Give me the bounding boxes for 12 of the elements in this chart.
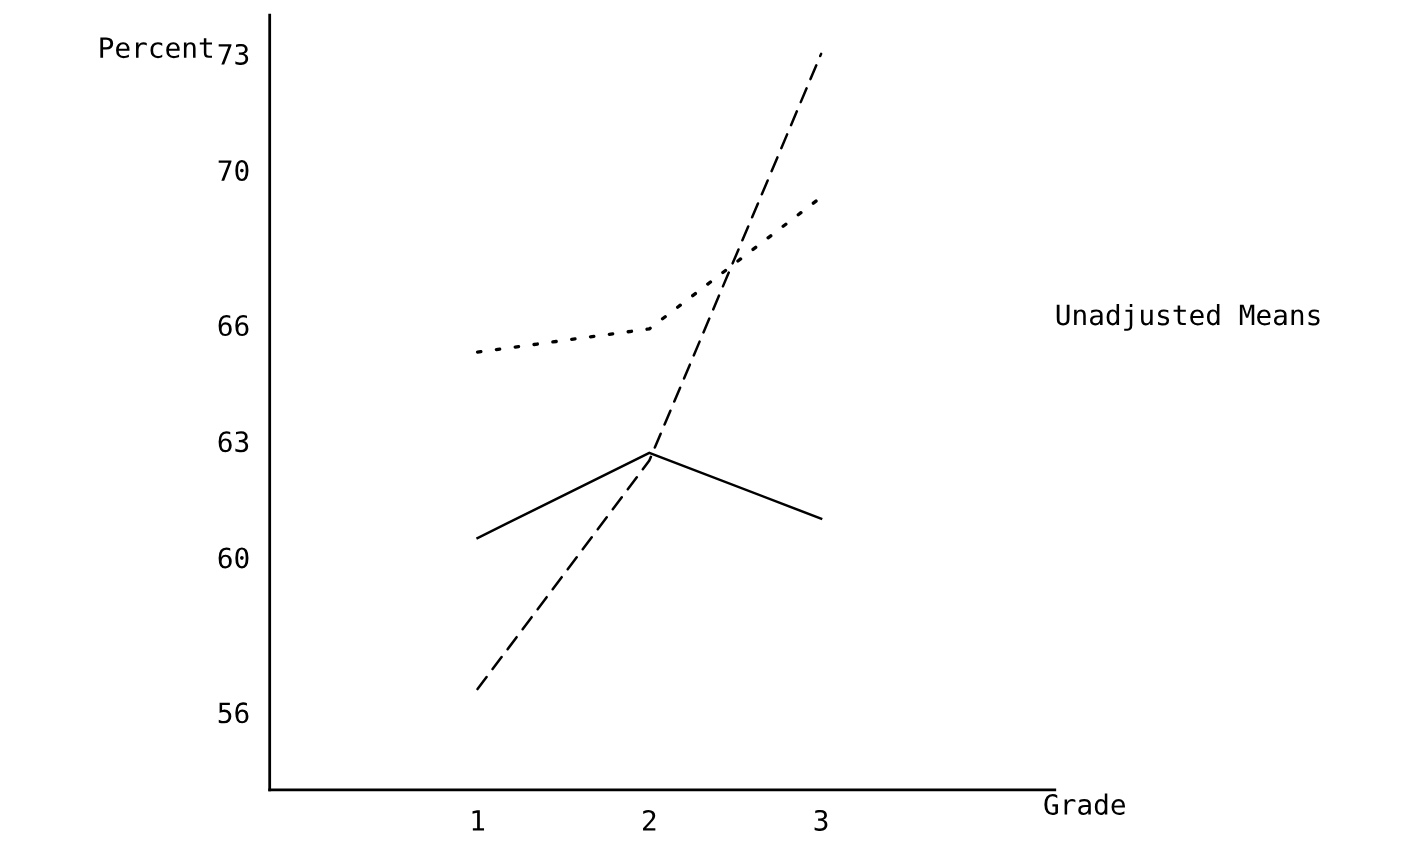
y-tick-label: 56 (218, 702, 249, 724)
y-tick-label: 70 (218, 160, 249, 182)
x-tick-label: 1 (472, 810, 485, 831)
y-tick-label: 73 (218, 43, 249, 65)
y-tick-label: 66 (218, 315, 249, 337)
x-axis-title: Grade (1044, 793, 1125, 815)
y-tick-label: 63 (218, 431, 249, 453)
x-tick-label: 2 (643, 809, 656, 831)
y-tick-label: 60 (218, 547, 249, 569)
text: Unadjusted Means (1056, 303, 1320, 331)
y-axis-title: Percent (100, 37, 213, 59)
x-tick-label: 3 (814, 809, 828, 831)
